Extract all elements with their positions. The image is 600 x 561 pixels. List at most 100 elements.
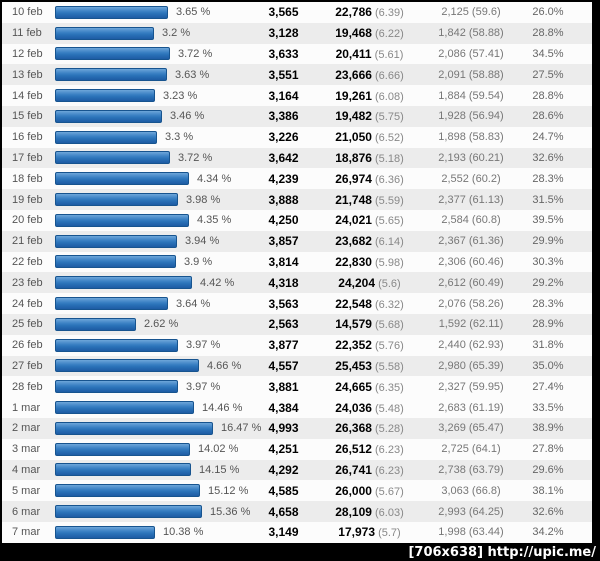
col5-percent-value: 35.0% <box>532 359 564 372</box>
table-row: 25 feb 2.62 % 2,563 14,579 (5.68) 1,592 … <box>2 313 592 335</box>
pageviews-value: 24,665 <box>335 379 372 394</box>
pageviews-value: 25,453 <box>335 358 372 373</box>
bar-percent-label: 10.38 % <box>163 526 204 539</box>
date-label: 3 mar <box>12 443 41 456</box>
col4-value: 2,552 (60.2) <box>441 172 501 185</box>
pageviews-value: 24,036 <box>335 400 372 415</box>
pageviews-value: 19,261 <box>335 88 372 103</box>
visits-bar <box>55 26 154 40</box>
visits-bar <box>55 5 168 19</box>
bar-percent-label: 3.9 % <box>184 255 213 268</box>
pageviews-cell: 19,482 (5.75) <box>312 109 427 123</box>
table-row: 12 feb 3.72 % 3,633 20,411 (5.61) 2,086 … <box>2 43 592 65</box>
pages-per-visit-value: (5.65) <box>375 215 404 228</box>
bar-cell: 3.2 % <box>55 26 255 40</box>
col5-percent-value: 39.5% <box>532 214 564 227</box>
pageviews-cell: 24,021 (5.65) <box>312 213 427 227</box>
date-label: 14 feb <box>12 89 43 102</box>
table-row: 1 mar 14.46 % 4,384 24,036 (5.48) 2,683 … <box>2 397 592 418</box>
bar-percent-label: 3.97 % <box>186 339 221 352</box>
visits-bar <box>55 359 199 373</box>
col4-value: 2,327 (59.95) <box>438 380 504 393</box>
visits-value: 3,563 <box>268 296 299 311</box>
visits-bar <box>55 151 170 165</box>
visits-bar <box>55 442 190 456</box>
pages-per-visit-value: (5.68) <box>375 319 404 332</box>
pageviews-value: 26,512 <box>335 442 372 457</box>
pageviews-value: 19,482 <box>335 109 372 124</box>
col4-value: 2,612 (60.49) <box>438 276 504 289</box>
pageviews-cell: 24,036 (5.48) <box>312 401 427 415</box>
pages-per-visit-value: (5.48) <box>375 402 404 415</box>
date-label: 24 feb <box>12 297 43 310</box>
col5-percent-value: 27.8% <box>532 443 564 456</box>
bar-cell: 3.94 % <box>55 234 255 248</box>
col5-percent-value: 26.0% <box>532 6 564 19</box>
table-row: 22 feb 3.9 % 3,814 22,830 (5.98) 2,306 (… <box>2 251 592 273</box>
col5-percent-value: 28.9% <box>532 318 564 331</box>
table-row: 21 feb 3.94 % 3,857 23,682 (6.14) 2,367 … <box>2 230 592 252</box>
bar-cell: 3.63 % <box>55 68 255 82</box>
visits-bar <box>55 525 155 539</box>
table-row: 4 mar 14.15 % 4,292 26,741 (6.23) 2,738 … <box>2 459 592 481</box>
pageviews-value: 24,204 <box>338 275 375 290</box>
pageviews-value: 26,741 <box>335 462 372 477</box>
table-row: 6 mar 15.36 % 4,658 28,109 (6.03) 2,993 … <box>2 501 592 522</box>
bar-percent-label: 3.97 % <box>186 380 221 393</box>
pageviews-value: 28,109 <box>335 504 372 519</box>
bar-cell: 3.3 % <box>55 130 255 144</box>
pages-per-visit-value: (5.67) <box>375 485 404 498</box>
watermark-bar: [706x638] http://upic.me/ <box>0 543 600 561</box>
bar-cell: 10.38 % <box>55 525 255 539</box>
visits-value: 4,251 <box>268 442 299 457</box>
pageviews-cell: 19,468 (6.22) <box>312 26 427 40</box>
col5-percent-value: 24.7% <box>532 131 564 144</box>
watermark-text: [706x638] http://upic.me/ <box>408 544 596 560</box>
date-label: 28 feb <box>12 380 43 393</box>
visits-bar <box>55 317 136 331</box>
col5-percent-value: 31.5% <box>532 193 564 206</box>
table-row: 16 feb 3.3 % 3,226 21,050 (6.52) 1,898 (… <box>2 126 592 148</box>
analytics-daily-table: 10 feb 3.65 % 3,565 22,786 (6.39) 2,125 … <box>2 2 592 543</box>
pages-per-visit-value: (6.22) <box>375 28 404 41</box>
pageviews-cell: 22,548 (6.32) <box>312 297 427 311</box>
pageviews-value: 14,579 <box>335 317 372 332</box>
date-label: 18 feb <box>12 172 43 185</box>
pageviews-cell: 19,261 (6.08) <box>312 89 427 103</box>
bar-percent-label: 14.46 % <box>202 401 243 414</box>
pages-per-visit-value: (6.23) <box>375 444 404 457</box>
visits-value: 4,292 <box>268 462 299 477</box>
visits-value: 4,993 <box>268 421 299 436</box>
col5-percent-value: 29.2% <box>532 276 564 289</box>
bar-percent-label: 16.47 % <box>221 422 262 435</box>
bar-percent-label: 3.72 % <box>178 151 213 164</box>
date-label: 22 feb <box>12 255 43 268</box>
col5-percent-value: 29.6% <box>532 463 564 476</box>
visits-value: 3,633 <box>268 46 299 61</box>
bar-cell: 3.65 % <box>55 5 255 19</box>
date-label: 21 feb <box>12 235 43 248</box>
pageviews-cell: 23,682 (6.14) <box>312 234 427 248</box>
pageviews-cell: 17,973 (5.7) <box>312 525 427 539</box>
date-label: 26 feb <box>12 339 43 352</box>
col4-value: 2,440 (62.93) <box>438 339 504 352</box>
pageviews-value: 24,021 <box>335 213 372 228</box>
date-label: 20 feb <box>12 214 43 227</box>
date-label: 25 feb <box>12 318 43 331</box>
visits-bar <box>55 255 176 269</box>
bar-percent-label: 3.23 % <box>163 89 198 102</box>
bar-percent-label: 4.66 % <box>207 359 242 372</box>
col5-percent-value: 27.5% <box>532 68 564 81</box>
col4-value: 1,898 (58.83) <box>438 131 504 144</box>
bar-cell: 3.97 % <box>55 338 255 352</box>
col4-value: 3,269 (65.47) <box>438 422 504 435</box>
table-row: 18 feb 4.34 % 4,239 26,974 (6.36) 2,552 … <box>2 168 592 190</box>
bar-cell: 4.34 % <box>55 172 255 186</box>
pageviews-value: 26,974 <box>335 171 372 186</box>
col5-percent-value: 34.2% <box>532 526 564 539</box>
date-label: 16 feb <box>12 131 43 144</box>
bar-percent-label: 14.15 % <box>199 463 240 476</box>
bar-percent-label: 14.02 % <box>198 443 239 456</box>
bar-percent-label: 4.42 % <box>200 276 235 289</box>
table-row: 19 feb 3.98 % 3,888 21,748 (5.59) 2,377 … <box>2 189 592 210</box>
